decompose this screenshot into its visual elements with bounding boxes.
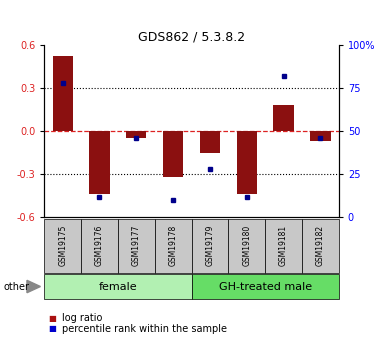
Bar [53,56,73,131]
Text: log ratio: log ratio [62,314,102,323]
Title: GDS862 / 5.3.8.2: GDS862 / 5.3.8.2 [138,31,245,44]
Bar [310,131,330,141]
Bar [89,131,110,194]
Bar [163,131,183,177]
Bar [126,131,146,138]
Bar [192,274,339,299]
Text: GSM19175: GSM19175 [58,225,67,266]
Bar [81,219,118,273]
Bar [192,219,228,273]
Text: GSM19181: GSM19181 [279,225,288,266]
Text: GH-treated male: GH-treated male [219,282,312,292]
Text: female: female [99,282,137,292]
Bar [44,219,81,273]
Bar [237,131,257,194]
Text: GSM19177: GSM19177 [132,225,141,266]
Text: GSM19176: GSM19176 [95,225,104,266]
Text: GSM19178: GSM19178 [169,225,177,266]
Bar [273,105,294,131]
Bar [44,274,192,299]
Bar [265,219,302,273]
Bar [200,131,220,152]
Bar [118,219,155,273]
Text: ■: ■ [48,324,56,333]
Bar [155,219,192,273]
Text: other: other [4,282,30,292]
Bar [228,219,265,273]
Polygon shape [27,280,40,293]
Text: GSM19180: GSM19180 [242,225,251,266]
Text: GSM19182: GSM19182 [316,225,325,266]
Text: ■: ■ [48,314,56,323]
Bar [302,219,339,273]
Text: percentile rank within the sample: percentile rank within the sample [62,324,227,334]
Text: GSM19179: GSM19179 [206,225,214,266]
